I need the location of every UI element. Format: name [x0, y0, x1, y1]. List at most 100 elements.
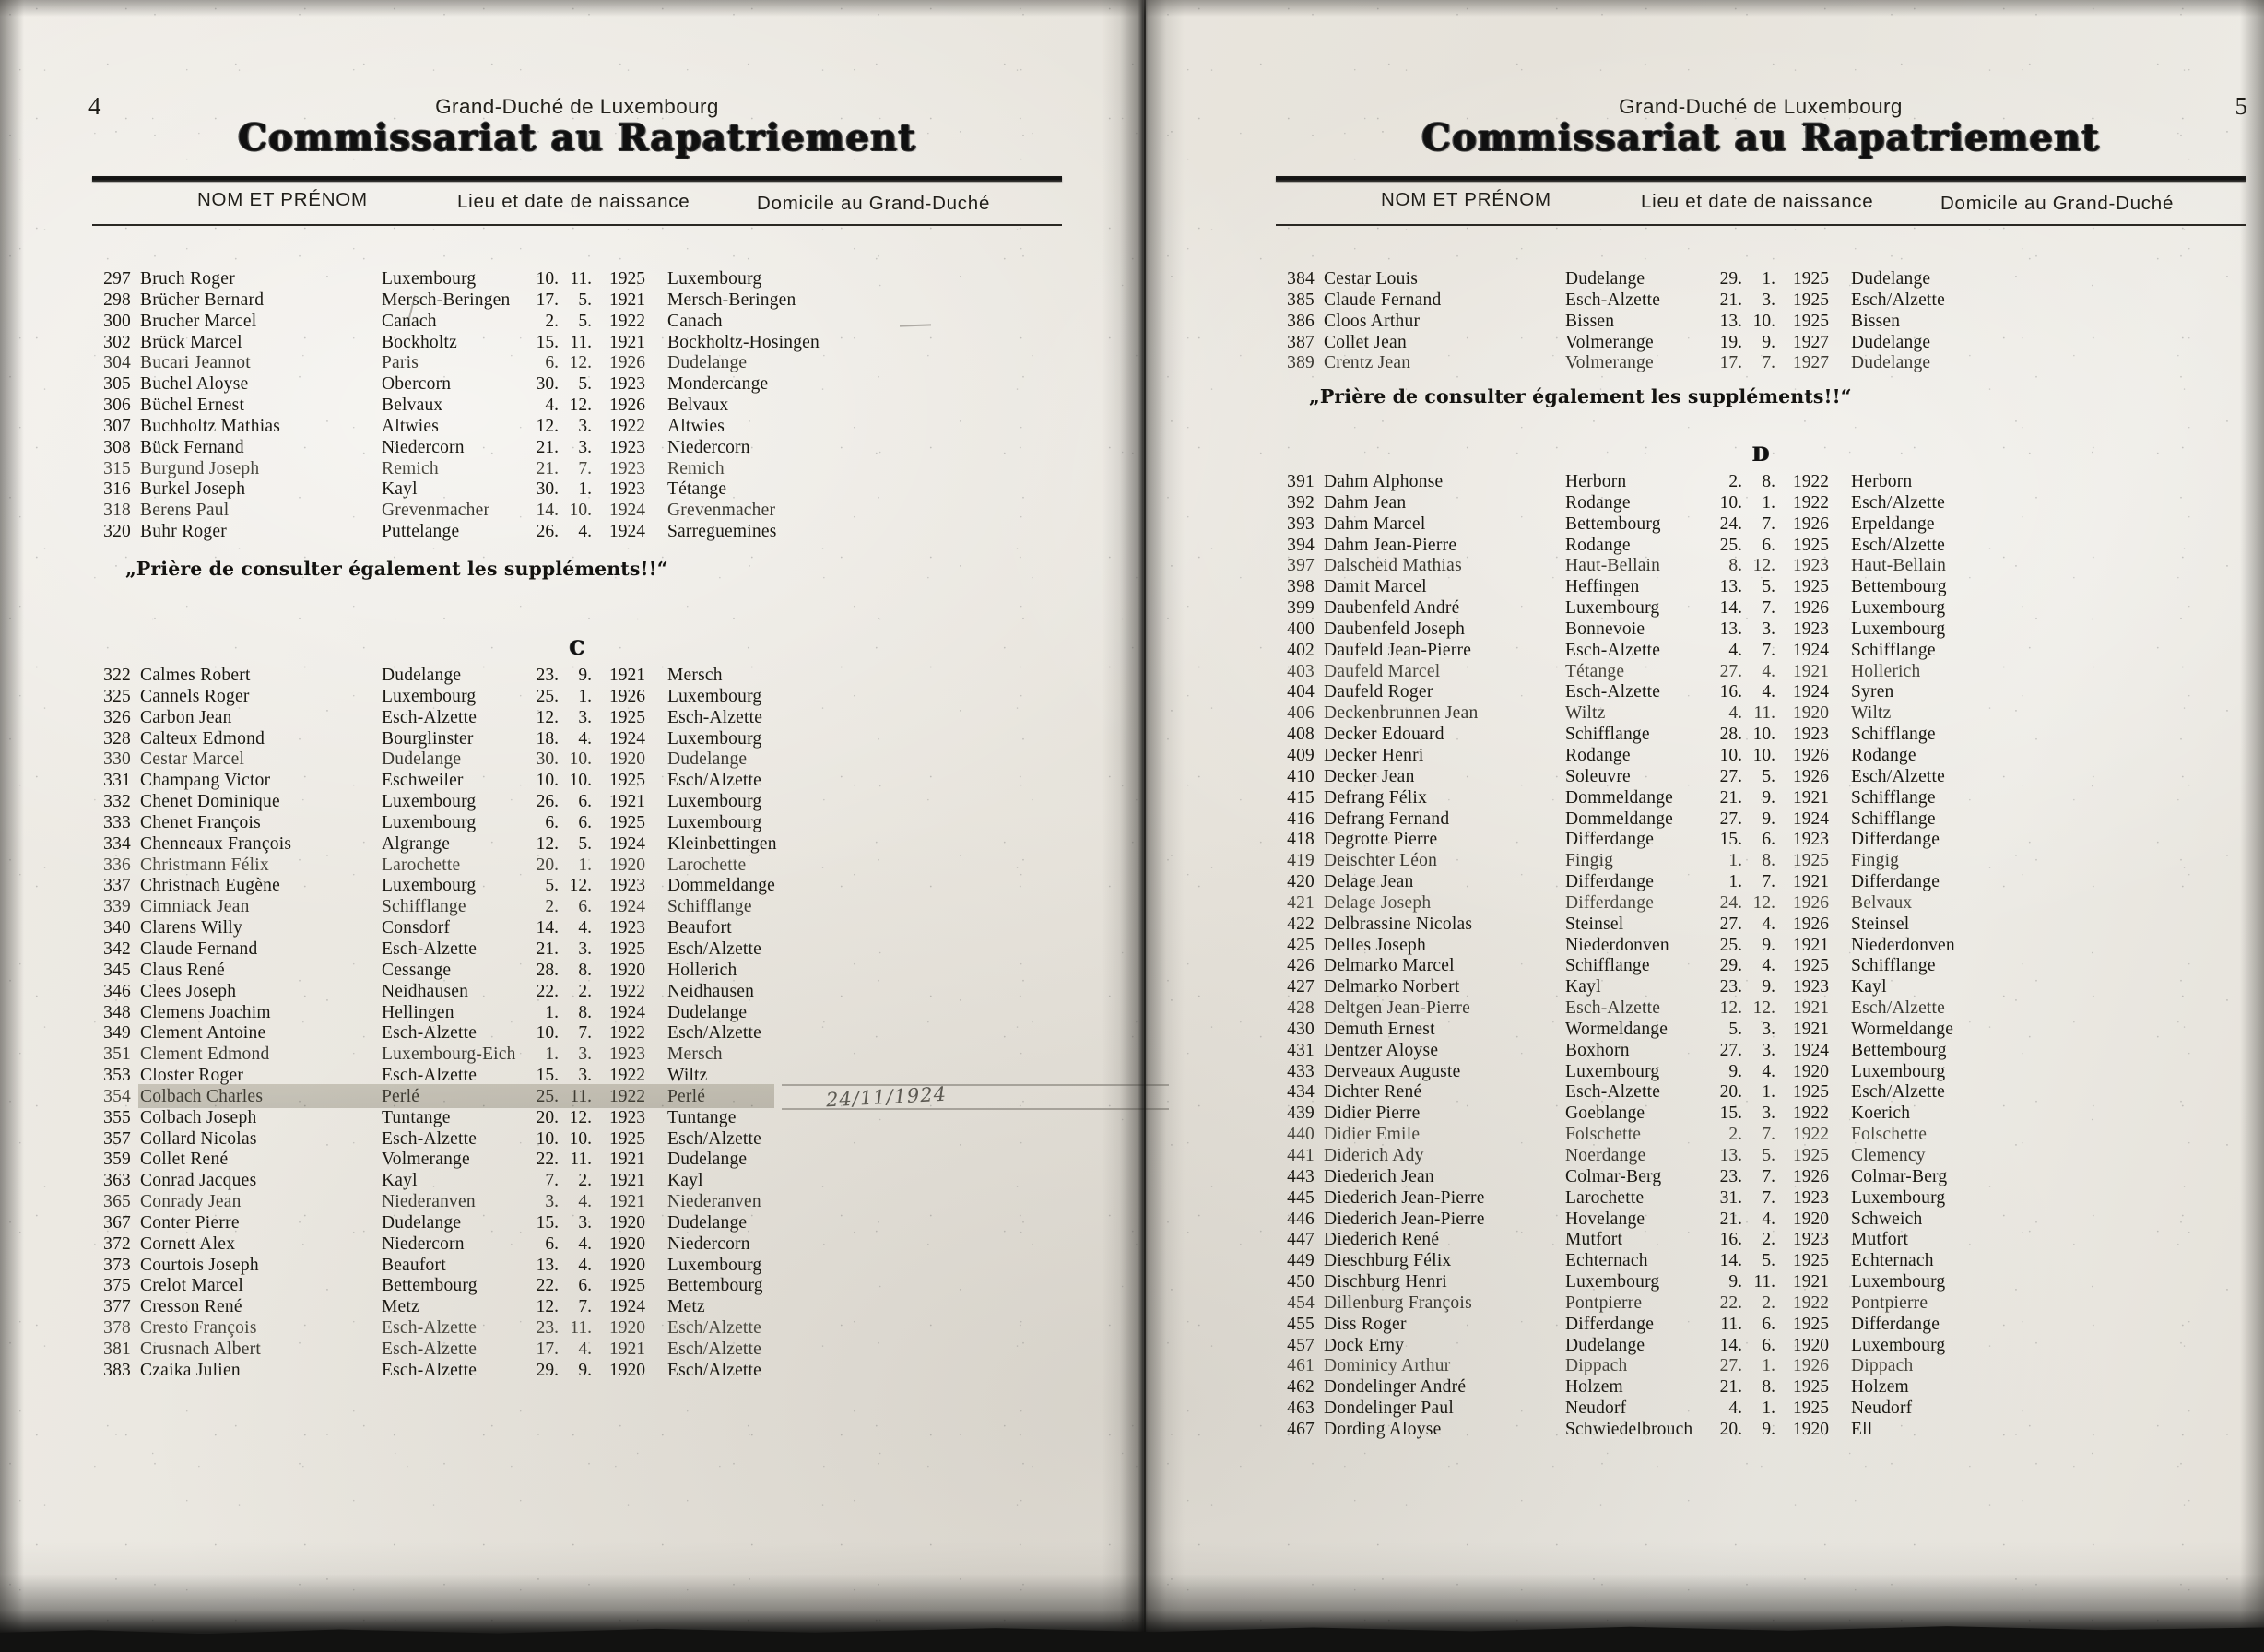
- row-number: 404: [1287, 682, 1315, 702]
- table-row: 403 Daufeld Marcel Tétange 27. 4. 1921 Holleri…: [1272, 662, 2249, 683]
- table-row: 328 Calteux Edmond Bourglinster 18. 4. 1924 Lu…: [88, 729, 1066, 750]
- row-number: 421: [1287, 892, 1315, 913]
- row-name: Carbon Jean: [140, 707, 232, 727]
- row-birthplace: Esch-Alzette: [382, 1360, 478, 1380]
- row-birth-year: 1924: [1793, 808, 1829, 829]
- row-name: Decker Jean: [1324, 766, 1415, 786]
- row-birth-month: 6.: [578, 812, 592, 832]
- row-name: Claude Fernand: [140, 938, 258, 959]
- row-number: 402: [1287, 640, 1315, 660]
- table-row: 419 Deischter Léon Fingig 1. 8. 1925 Fingig: [1272, 851, 2249, 872]
- row-birth-day: 27.: [1719, 766, 1742, 786]
- row-birth-year: 1921: [1793, 1019, 1829, 1039]
- row-birth-year: 1922: [609, 1086, 645, 1106]
- row-birth-year: 1925: [609, 938, 645, 959]
- table-row: 389 Crentz Jean Volmerange 17. 7. 1927 Dudelan…: [1272, 353, 2249, 374]
- row-number: 307: [103, 416, 131, 436]
- row-domicile: Luxembourg: [667, 728, 762, 749]
- row-birthplace: Tétange: [1565, 661, 1625, 681]
- row-name: Decker Henri: [1324, 745, 1424, 765]
- row-birth-day: 4.: [1728, 1398, 1742, 1419]
- row-birth-month: 3.: [578, 707, 592, 727]
- row-birthplace: Haut-Bellain: [1565, 556, 1661, 576]
- row-number: 306: [103, 395, 131, 416]
- row-birth-year: 1921: [609, 1192, 645, 1212]
- row-birth-year: 1924: [609, 728, 645, 749]
- row-domicile: Remich: [667, 458, 725, 478]
- row-domicile: Ell: [1851, 1419, 1873, 1439]
- row-birth-day: 27.: [1719, 1356, 1742, 1376]
- row-birth-month: 4.: [578, 1192, 592, 1212]
- row-birth-month: 6.: [578, 897, 592, 917]
- row-birth-day: 8.: [1728, 556, 1742, 576]
- row-birth-year: 1921: [1793, 872, 1829, 892]
- row-number: 418: [1287, 830, 1315, 850]
- row-birth-year: 1921: [609, 289, 645, 310]
- row-birth-day: 14.: [536, 918, 559, 938]
- row-domicile: Luxembourg: [1851, 619, 1946, 639]
- row-birth-day: 12.: [536, 416, 559, 436]
- table-row: 331 Champang Victor Eschweiler 10. 10. 1925 Es…: [88, 771, 1066, 792]
- row-domicile: Esch/Alzette: [1851, 766, 1946, 786]
- row-domicile: Esch/Alzette: [667, 938, 762, 959]
- row-birthplace: Rodange: [1565, 492, 1631, 513]
- row-domicile: Esch/Alzette: [667, 1128, 762, 1149]
- row-birth-month: 6.: [1762, 1335, 1775, 1355]
- row-birth-year: 1926: [1793, 745, 1829, 765]
- row-birth-month: 2.: [1762, 1292, 1775, 1313]
- row-number: 359: [103, 1150, 131, 1170]
- row-birth-year: 1925: [609, 1128, 645, 1149]
- row-birth-day: 10.: [536, 771, 559, 791]
- row-birthplace: Algrange: [382, 833, 451, 854]
- section-letter-d: D: [1751, 442, 1770, 466]
- row-number: 387: [1287, 332, 1315, 352]
- table-row: 306 Büchel Ernest Belvaux 4. 12. 1926 Belvaux: [88, 395, 1066, 417]
- row-domicile: Sarreguemines: [667, 522, 777, 542]
- row-number: 305: [103, 374, 131, 395]
- row-birthplace: Niedercorn: [382, 437, 465, 457]
- table-row: 300 Brucher Marcel Canach 2. 5. 1922 Canach: [88, 312, 1066, 333]
- row-birth-day: 11.: [1720, 1314, 1742, 1334]
- row-number: 462: [1287, 1377, 1315, 1398]
- row-name: Clees Joseph: [140, 981, 237, 1001]
- table-row: 431 Dentzer Aloyse Boxhorn 27. 3. 1924 Bettemb…: [1272, 1041, 2249, 1062]
- row-birthplace: Bissen: [1565, 311, 1615, 331]
- row-name: Dichter René: [1324, 1082, 1422, 1103]
- row-birthplace: Beaufort: [382, 1255, 446, 1275]
- supplement-note-left: „Prière de consulter également les suppl…: [125, 558, 668, 580]
- row-birthplace: Cessange: [382, 960, 452, 980]
- row-birthplace: Rodange: [1565, 535, 1631, 555]
- row-birth-year: 1923: [609, 437, 645, 457]
- row-number: 443: [1287, 1166, 1315, 1186]
- row-number: 336: [103, 855, 131, 875]
- row-number: 416: [1287, 808, 1315, 829]
- row-domicile: Clemency: [1851, 1146, 1926, 1165]
- row-birth-day: 6.: [545, 812, 559, 832]
- row-birthplace: Esch-Alzette: [382, 1023, 478, 1044]
- row-number: 455: [1287, 1314, 1315, 1334]
- row-domicile: Luxembourg: [1851, 1335, 1946, 1355]
- book-gutter-shadow: [1102, 0, 1185, 1652]
- row-birth-day: 23.: [1719, 977, 1742, 997]
- row-name: Conrady Jean: [140, 1192, 242, 1212]
- row-number: 300: [103, 311, 131, 331]
- row-birth-year: 1921: [1793, 998, 1829, 1019]
- row-name: Bruch Roger: [140, 269, 235, 289]
- row-birth-month: 7.: [1762, 1187, 1775, 1208]
- row-birthplace: Dudelange: [382, 749, 462, 770]
- row-birthplace: Soleuvre: [1565, 766, 1631, 786]
- row-birth-year: 1926: [1793, 513, 1829, 534]
- row-name: Dondelinger André: [1324, 1377, 1467, 1398]
- row-name: Dentzer Aloyse: [1324, 1040, 1439, 1060]
- row-domicile: Dudelange: [667, 1212, 748, 1233]
- row-birth-day: 7.: [545, 1171, 559, 1191]
- row-name: Christmann Félix: [140, 855, 269, 875]
- row-birth-year: 1925: [1793, 535, 1829, 555]
- row-birth-year: 1925: [609, 812, 645, 832]
- row-number: 392: [1287, 492, 1315, 513]
- row-birth-day: 13.: [1719, 577, 1742, 597]
- row-birth-day: 12.: [536, 833, 559, 854]
- row-number: 337: [103, 876, 131, 896]
- row-number: 375: [103, 1276, 131, 1296]
- row-birthplace: Heffingen: [1565, 577, 1640, 597]
